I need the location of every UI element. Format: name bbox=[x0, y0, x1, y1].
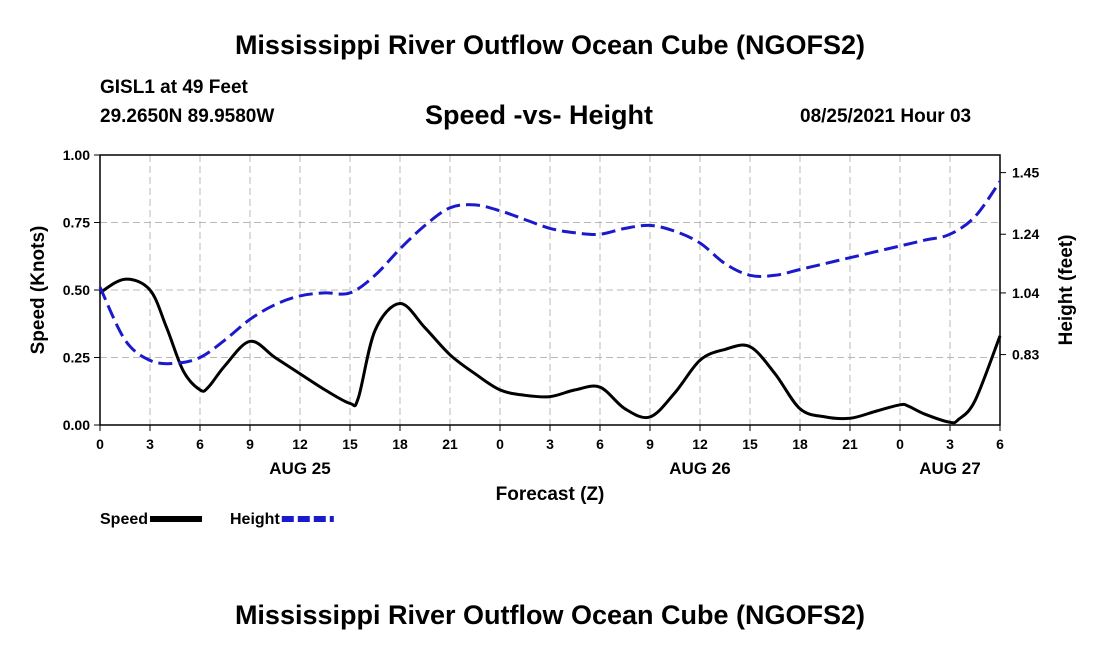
x-tick-label: 9 bbox=[646, 436, 654, 452]
x-tick-label: 12 bbox=[692, 436, 708, 452]
y-tick-label: 0.50 bbox=[63, 282, 90, 298]
y-axis-title: Speed (Knots) bbox=[28, 226, 49, 355]
chart-subtitle: Speed -vs- Height bbox=[425, 100, 654, 130]
y2-tick-label: 1.45 bbox=[1012, 165, 1039, 181]
x-tick-label: 21 bbox=[442, 436, 458, 452]
x-tick-label: 3 bbox=[146, 436, 154, 452]
date-label: AUG 25 bbox=[269, 459, 330, 478]
x-tick-label: 3 bbox=[546, 436, 554, 452]
y2-tick-label: 1.04 bbox=[1012, 285, 1039, 301]
legend-label-speed: Speed bbox=[100, 511, 148, 528]
y2-axis-title: Height (feet) bbox=[1056, 235, 1077, 346]
date-label: AUG 26 bbox=[669, 459, 730, 478]
height-series-line bbox=[98, 180, 1002, 366]
x-tick-label: 0 bbox=[96, 436, 104, 452]
footer-title: Mississippi River Outflow Ocean Cube (NG… bbox=[234, 600, 866, 630]
x-tick-label: 18 bbox=[392, 436, 408, 452]
x-tick-label: 21 bbox=[842, 436, 858, 452]
y2-tick-label: 1.24 bbox=[1012, 226, 1039, 242]
x-tick-label: 15 bbox=[342, 436, 358, 452]
x-tick-label: 0 bbox=[496, 436, 504, 452]
x-tick-label: 6 bbox=[196, 436, 204, 452]
y2-tick-label: 0.83 bbox=[1012, 347, 1039, 363]
x-tick-label: 0 bbox=[896, 436, 904, 452]
label-layer: 0 3 6 9 12 15 18 21 0 3 6 9 12 15 18 21 0 3 6 0.00 0.25 0.50 0… bbox=[28, 147, 1077, 528]
date-label: AUG 27 bbox=[919, 459, 980, 478]
x-axis-title: Forecast (Z) bbox=[496, 484, 605, 505]
station-label: GISL1 at 49 Feet bbox=[100, 77, 248, 98]
series-layer bbox=[98, 180, 1002, 425]
y-tick-label: 0.75 bbox=[63, 215, 90, 231]
y-tick-label: 0.25 bbox=[63, 350, 90, 366]
x-tick-label: 3 bbox=[946, 436, 954, 452]
station-coordinates: 29.2650N 89.9580W bbox=[100, 106, 275, 127]
x-tick-label: 18 bbox=[792, 436, 808, 452]
grid-layer bbox=[100, 155, 1000, 425]
legend-label-height: Height bbox=[230, 511, 280, 528]
x-tick-label: 6 bbox=[596, 436, 604, 452]
y-tick-label: 0.00 bbox=[63, 417, 90, 433]
x-tick-label: 15 bbox=[742, 436, 758, 452]
speed-series-line bbox=[99, 277, 1002, 425]
forecast-timestamp: 08/25/2021 Hour 03 bbox=[800, 106, 972, 127]
x-tick-label: 6 bbox=[996, 436, 1004, 452]
chart-title: Mississippi River Outflow Ocean Cube (NG… bbox=[234, 30, 866, 60]
y-tick-label: 1.00 bbox=[63, 147, 90, 163]
x-tick-label: 9 bbox=[246, 436, 254, 452]
x-tick-label: 12 bbox=[292, 436, 308, 452]
